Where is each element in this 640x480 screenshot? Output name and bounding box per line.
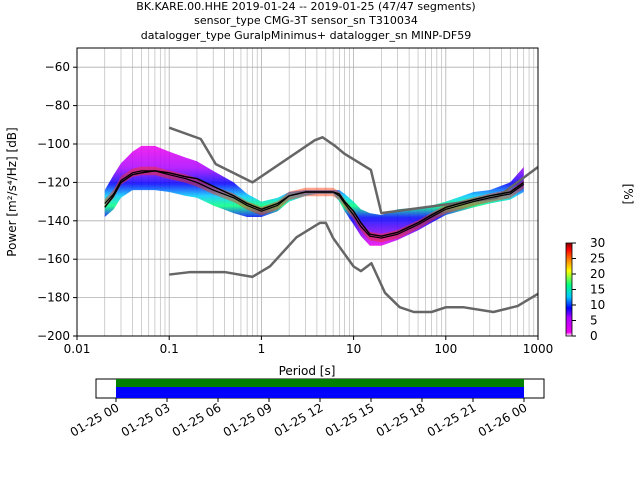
probability-core: [104, 166, 524, 243]
timeline-coverage-bar: [116, 379, 524, 387]
colorbar-tick-label: 5: [590, 314, 598, 328]
x-tick-label: 1: [258, 342, 266, 356]
x-axis-label: Period [s]: [279, 364, 336, 378]
plot-frame: [76, 47, 539, 337]
x-tick-label: 10: [346, 342, 361, 356]
probability-cloud: [104, 145, 524, 246]
timeline-tick-label: 01-25 00: [68, 400, 122, 439]
colorbar-tick-label: 0: [590, 329, 598, 343]
colorbar-tick-label: 25: [590, 252, 605, 266]
colorbar-tick-label: 20: [590, 267, 605, 281]
y-axis-label: Power [m²/s⁴/Hz] [dB]: [5, 127, 19, 256]
x-tick-label: 100: [434, 342, 457, 356]
y-tick-label: −100: [37, 137, 70, 151]
y-tick-label: −180: [37, 291, 70, 305]
timeline-tick-label: 01-25 15: [323, 400, 377, 439]
nhnm-curve: [168, 126, 538, 215]
y-tick-label: −60: [45, 60, 70, 74]
x-tick-label: 1000: [523, 342, 554, 356]
curves: [104, 126, 538, 314]
timeline-tick-label: 01-26 00: [476, 400, 530, 439]
colorbar-tick-label: 30: [590, 236, 605, 250]
y-tick-label: −80: [45, 99, 70, 113]
timeline-tick-label: 01-25 06: [170, 400, 224, 439]
y-tick-label: −160: [37, 252, 70, 266]
colorbar-tick-label: 15: [590, 283, 605, 297]
timeline-tick-label: 01-25 21: [425, 400, 479, 439]
probability-band: [104, 145, 524, 246]
x-axis: 0.01 0.1 1 10 100 1000: [64, 336, 554, 356]
title-line-1: BK.KARE.00.HHE 2019-01-24 -- 2019-01-25 …: [136, 0, 475, 13]
mean-curve: [104, 170, 525, 237]
colorbar-label: [%]: [621, 184, 635, 205]
colorbar-gradient: [565, 242, 573, 337]
title-line-2: sensor_type CMG-3T sensor_sn T310034: [194, 14, 418, 27]
timeline-tick-label: 01-25 03: [119, 400, 173, 439]
y-axis: −200 −180 −160 −140 −120 −100 −80 −60: [37, 60, 77, 343]
timeline-tick-label: 01-25 18: [374, 400, 428, 439]
y-tick-label: −140: [37, 214, 70, 228]
title-line-3: datalogger_type GuralpMinimus+ datalogge…: [141, 29, 472, 42]
x-tick-label: 0.1: [160, 342, 179, 356]
timeline-data-bar: [116, 387, 524, 398]
colorbar-tick-label: 10: [590, 298, 605, 312]
timeline-tick-label: 01-25 09: [221, 400, 275, 439]
x-tick-label: 0.01: [64, 342, 91, 356]
nlnm-curve: [169, 221, 538, 314]
timeline-tick-label: 01-25 12: [272, 400, 326, 439]
y-tick-label: −200: [37, 329, 70, 343]
y-tick-label: −120: [37, 175, 70, 189]
